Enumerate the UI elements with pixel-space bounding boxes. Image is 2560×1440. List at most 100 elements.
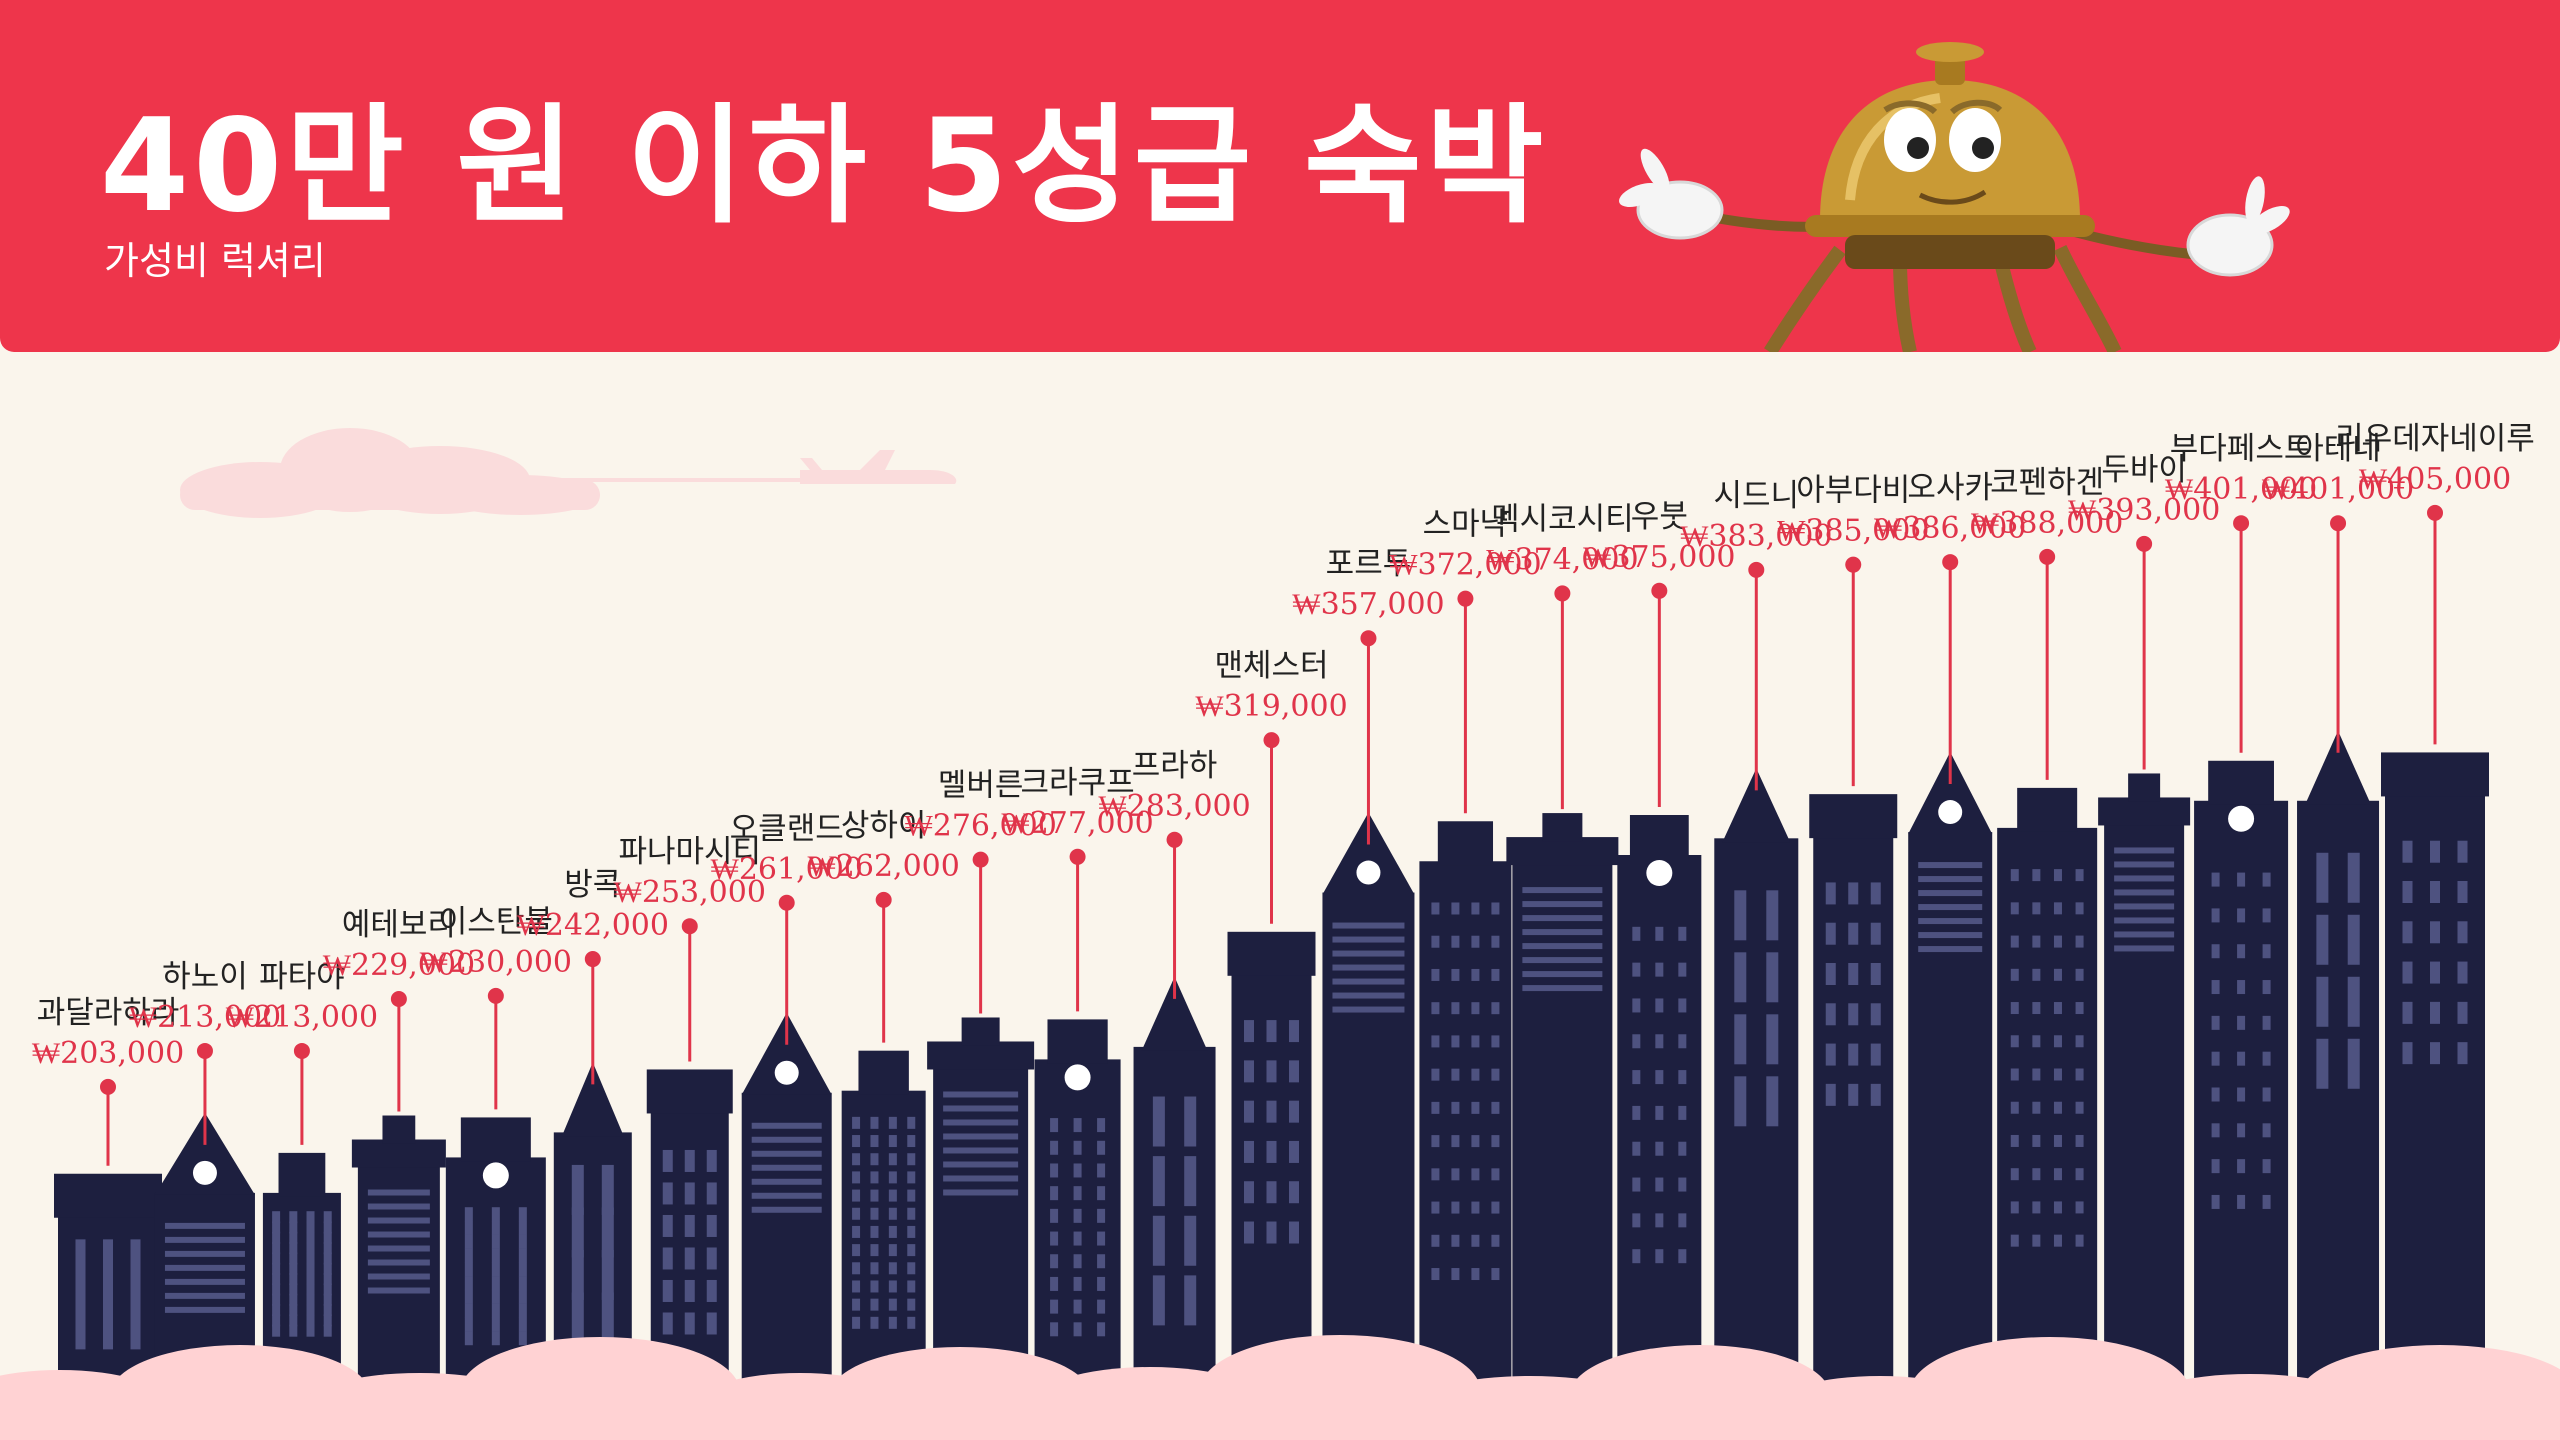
building-window: [601, 1164, 614, 1215]
building-window: [1870, 882, 1881, 905]
building-window: [888, 1298, 897, 1311]
building-stripe: [1332, 964, 1405, 971]
building-window: [2032, 869, 2041, 882]
building-window: [2457, 1001, 2468, 1024]
building-window: [1266, 1060, 1277, 1083]
building-window: [289, 1314, 298, 1327]
building-window: [1431, 1135, 1440, 1148]
price-marker-dot: [875, 891, 892, 908]
building-window: [289, 1293, 298, 1306]
building-window: [1073, 1140, 1082, 1155]
building-window: [1678, 1249, 1687, 1264]
price-marker-dot: [1651, 582, 1668, 599]
building-window: [907, 1171, 916, 1184]
building-window: [130, 1309, 141, 1332]
price-label: ₩262,000: [807, 849, 959, 884]
building-window: [306, 1221, 315, 1234]
building-body: [1322, 892, 1415, 1395]
building-window: [571, 1207, 584, 1258]
building-window: [706, 1214, 717, 1237]
price-marker-dot: [1942, 554, 1959, 571]
building-window: [2262, 1194, 2271, 1209]
price-label: ₩319,000: [1195, 689, 1347, 724]
city-label: 파타야: [259, 959, 345, 995]
building-window: [1848, 882, 1859, 905]
building-window: [464, 1303, 473, 1318]
building-stripe: [2114, 847, 2175, 854]
building-spire: [741, 1012, 832, 1095]
building-stripe: [367, 1259, 430, 1266]
building-window: [272, 1273, 281, 1286]
building-window: [684, 1247, 695, 1270]
building-window: [2347, 852, 2360, 903]
building-stripe: [2114, 889, 2175, 896]
building-roof-top: [961, 1017, 1000, 1046]
building-window: [1244, 1100, 1254, 1123]
building-window: [1073, 1186, 1082, 1201]
building-window: [907, 1316, 916, 1329]
price-label: ₩374,000: [1486, 542, 1638, 577]
building-window: [1848, 1043, 1859, 1066]
building-window: [2032, 1101, 2041, 1114]
city-label: 아테네: [2295, 431, 2381, 467]
building-window: [888, 1244, 897, 1257]
building-window: [1431, 1035, 1440, 1048]
building-body: [2104, 817, 2185, 1395]
city-label: 우붓: [1631, 499, 1688, 535]
building-window: [852, 1116, 861, 1129]
price-label: ₩388,000: [1971, 506, 2123, 541]
header-banner: 40만 원 이하 5성급 숙박 가성비 럭셔리: [0, 0, 2560, 352]
building-window: [2075, 968, 2084, 981]
building-window: [2237, 1194, 2246, 1209]
building-stripe: [367, 1217, 430, 1224]
building-window: [2032, 1134, 2041, 1147]
building-window: [289, 1252, 298, 1265]
building-window: [1073, 1231, 1082, 1246]
building-window: [2402, 921, 2413, 944]
building-stripe: [2114, 875, 2175, 882]
price-marker-dot: [487, 987, 504, 1004]
building-window: [1097, 1118, 1106, 1133]
building-window: [706, 1247, 717, 1270]
building-window: [1451, 1268, 1460, 1281]
building-body: [1617, 855, 1702, 1395]
building-window: [2430, 1001, 2440, 1024]
building-window: [888, 1116, 897, 1129]
building-11: [1034, 1019, 1121, 1395]
price-label: ₩203,000: [32, 1036, 184, 1071]
building-window: [518, 1317, 527, 1332]
building-window: [272, 1324, 281, 1337]
building-clock: [1064, 1064, 1091, 1091]
building-window: [323, 1242, 332, 1255]
building-window: [1152, 1096, 1165, 1147]
building-window: [1471, 1234, 1480, 1247]
building-window: [1471, 1201, 1480, 1214]
building-window: [1266, 1221, 1277, 1244]
building-window: [103, 1292, 113, 1315]
building-window: [2010, 902, 2019, 915]
building-window: [272, 1293, 281, 1306]
building-window: [2237, 980, 2246, 995]
building-window: [2347, 914, 2360, 965]
building-window: [1451, 1201, 1460, 1214]
building-window: [2010, 1168, 2019, 1181]
building-window: [2430, 881, 2440, 903]
building-window: [323, 1283, 332, 1296]
building-window: [2457, 961, 2468, 984]
building-window: [2032, 902, 2041, 915]
building-stripe: [1918, 904, 1983, 911]
building-window: [2010, 1068, 2019, 1081]
building-roof-top: [382, 1115, 416, 1144]
building-window: [2430, 840, 2440, 863]
building-window: [289, 1221, 298, 1234]
building-window: [2237, 1051, 2246, 1066]
building-window: [2032, 1234, 2041, 1247]
building-window: [2010, 935, 2019, 948]
building-clock: [192, 1160, 217, 1185]
building-window: [1655, 1070, 1664, 1085]
building-window: [1097, 1231, 1106, 1246]
building-window: [1431, 1101, 1440, 1114]
building-window: [1491, 1101, 1500, 1114]
building-stripe: [367, 1273, 430, 1280]
